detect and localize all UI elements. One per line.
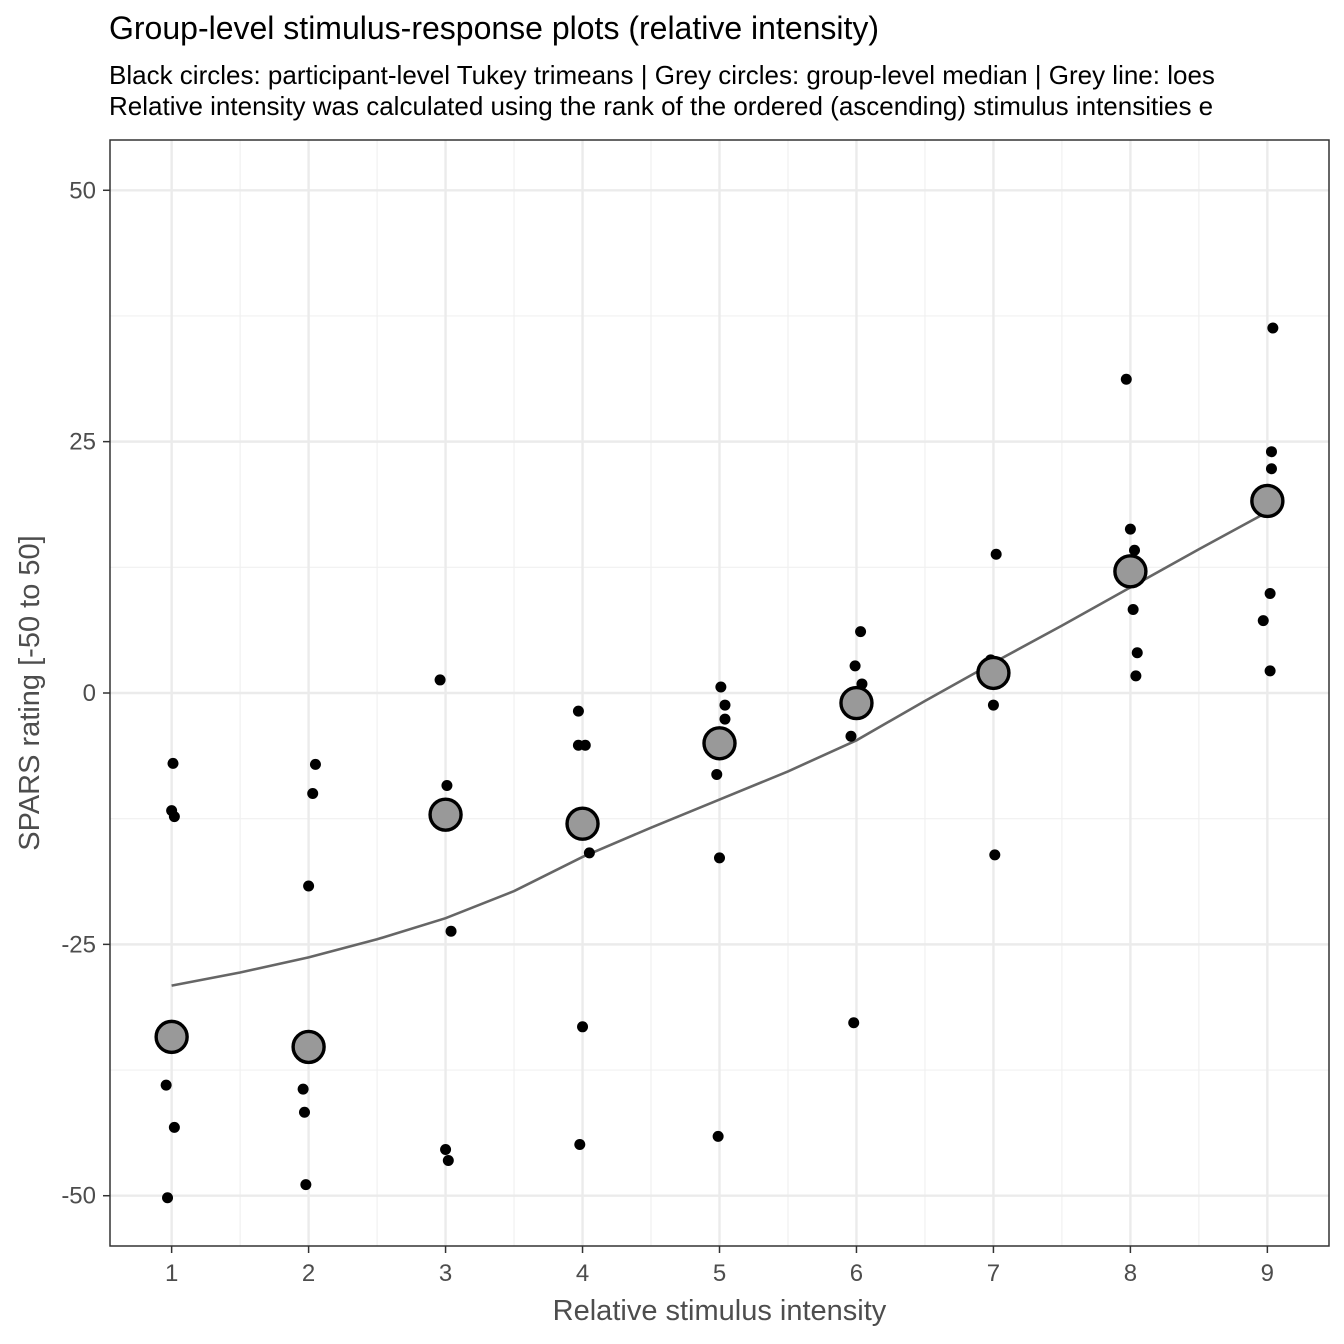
x-tick-label: 8 bbox=[1124, 1260, 1137, 1287]
loess-line-layer bbox=[171, 510, 1269, 987]
group-median-point bbox=[976, 655, 1011, 691]
group-median-point bbox=[839, 685, 874, 721]
participant-trimean-point bbox=[434, 674, 446, 686]
participant-trimean-point bbox=[845, 730, 857, 742]
participant-trimean-point bbox=[719, 713, 731, 725]
participant-trimean-point bbox=[160, 1079, 172, 1091]
y-tick-label: 50 bbox=[69, 177, 96, 204]
participant-trimean-point bbox=[715, 681, 727, 693]
participant-trimean-point bbox=[848, 1017, 860, 1029]
participant-trimean-point bbox=[572, 705, 584, 717]
x-tick-label: 6 bbox=[850, 1260, 863, 1287]
y-tick-label: -25 bbox=[61, 931, 96, 958]
participant-trimean-point bbox=[574, 1138, 586, 1150]
participant-trimean-point bbox=[579, 739, 591, 751]
participant-trimean-point bbox=[1267, 322, 1279, 334]
participant-trimean-point bbox=[1120, 373, 1132, 385]
participant-trimean-point bbox=[441, 780, 453, 792]
axis-ticks: 1 2 3 4 5 6 7 8 9 -50 -25 0 25 50 bbox=[61, 177, 1274, 1287]
participant-trimean-point bbox=[445, 925, 457, 937]
group-median-point bbox=[154, 1019, 189, 1055]
participant-trimean-point bbox=[583, 847, 595, 859]
participant-trimean-point bbox=[1129, 544, 1141, 556]
group-median-point bbox=[291, 1029, 326, 1065]
participant-trimean-point bbox=[298, 1106, 310, 1118]
participant-trimean-point bbox=[849, 660, 861, 672]
participant-trimean-point bbox=[1257, 615, 1269, 627]
participant-trimean-point bbox=[307, 788, 319, 800]
participant-trimean-point bbox=[300, 1179, 312, 1191]
x-tick-label: 3 bbox=[439, 1260, 452, 1287]
participant-trimean-point bbox=[987, 699, 999, 711]
participant-trimean-point bbox=[1265, 463, 1277, 475]
x-tick-label: 5 bbox=[713, 1260, 726, 1287]
participant-trimean-point bbox=[714, 852, 725, 864]
participant-trimean-point bbox=[297, 1083, 309, 1095]
participant-trimean-point bbox=[1124, 523, 1136, 535]
group-median-points-layer bbox=[154, 483, 1285, 1065]
x-tick-label: 4 bbox=[576, 1260, 589, 1287]
participant-trimean-point bbox=[711, 768, 723, 780]
participant-trimean-point bbox=[1131, 647, 1143, 659]
participant-trimean-point bbox=[442, 1155, 454, 1167]
participant-trimean-point bbox=[989, 849, 1001, 861]
participant-trimean-point bbox=[167, 757, 179, 769]
participant-trimean-point bbox=[162, 1192, 174, 1204]
group-median-point bbox=[428, 797, 463, 832]
y-tick-label: -50 bbox=[61, 1183, 96, 1210]
group-median-point bbox=[702, 726, 737, 761]
participant-trimean-point bbox=[168, 811, 180, 823]
major-gridlines bbox=[110, 140, 1329, 1246]
participant-trimean-point bbox=[577, 1021, 589, 1033]
participant-trimean-point bbox=[1264, 587, 1276, 599]
chart-title: Group-level stimulus-response plots (rel… bbox=[109, 10, 880, 46]
group-median-point bbox=[1250, 483, 1285, 519]
x-tick-label: 9 bbox=[1261, 1260, 1274, 1287]
loess-line bbox=[171, 510, 1269, 987]
x-tick-label: 2 bbox=[302, 1260, 315, 1287]
participant-trimean-point bbox=[1264, 665, 1276, 677]
x-axis-label: Relative stimulus intensity bbox=[553, 1295, 887, 1327]
group-median-point bbox=[565, 806, 600, 841]
group-median-point bbox=[1113, 554, 1148, 589]
y-tick-label: 0 bbox=[83, 680, 96, 707]
participant-trimean-point bbox=[719, 699, 731, 711]
y-axis-label: SPARS rating [-50 to 50] bbox=[14, 535, 46, 850]
participant-trimean-point bbox=[303, 880, 315, 892]
y-tick-label: 25 bbox=[69, 429, 96, 456]
participant-points-layer bbox=[160, 322, 1279, 1204]
participant-trimean-point bbox=[855, 626, 867, 638]
participant-trimean-point bbox=[1130, 670, 1142, 682]
chart-subtitle-line-2: Relative intensity was calculated using … bbox=[109, 91, 1214, 121]
participant-trimean-point bbox=[309, 758, 321, 770]
participant-trimean-point bbox=[1127, 604, 1139, 616]
participant-trimean-point bbox=[712, 1130, 724, 1142]
participant-trimean-point bbox=[1265, 446, 1277, 458]
participant-trimean-point bbox=[440, 1143, 452, 1155]
x-tick-label: 1 bbox=[165, 1260, 178, 1287]
participant-trimean-point bbox=[168, 1121, 180, 1133]
participant-trimean-point bbox=[990, 548, 1002, 560]
x-tick-label: 7 bbox=[987, 1260, 1000, 1287]
chart-subtitle-line-1: Black circles: participant-level Tukey t… bbox=[109, 60, 1215, 90]
